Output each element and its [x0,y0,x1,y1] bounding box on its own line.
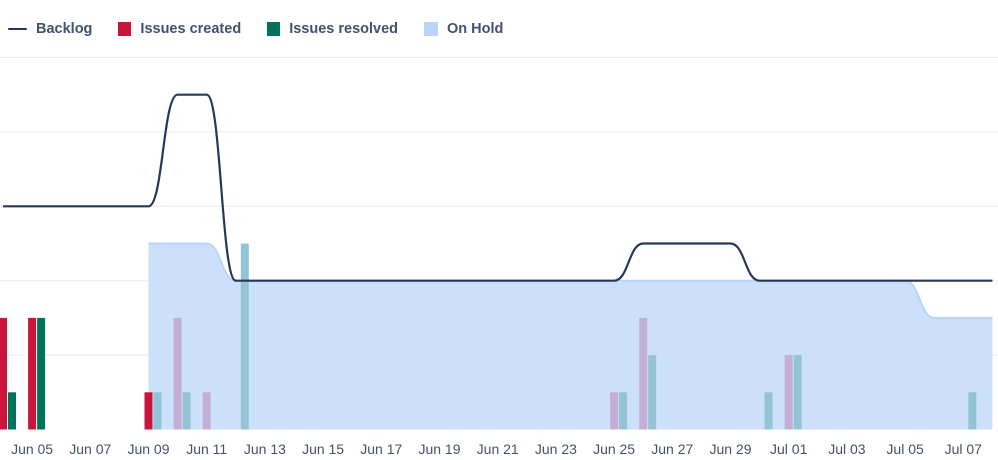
bar-issues-resolved [240,243,249,430]
bar-issues-resolved [619,392,628,430]
x-tick-label: Jun 19 [418,441,460,457]
bar-issues-resolved [764,392,773,430]
legend-item-issues-created[interactable]: Issues created [118,21,241,37]
bar-issues-resolved [153,392,162,430]
x-tick-label: Jun 09 [127,441,169,457]
bar-issues-created [0,317,7,430]
x-tick-label: Jun 29 [709,441,751,457]
x-tick-label: Jul 01 [770,441,808,457]
x-tick-label: Jun 23 [535,441,577,457]
x-tick-label: Jun 25 [593,441,635,457]
bar-issues-resolved [8,392,16,430]
legend-label-issues-resolved: Issues resolved [289,21,399,37]
legend-item-on-hold[interactable]: On Hold [424,21,503,37]
bar-issues-created [144,392,153,430]
legend-item-issues-resolved[interactable]: Issues resolved [267,21,398,37]
x-tick-label: Jun 05 [11,441,53,457]
x-tick-label: Jun 27 [651,441,693,457]
bar-issues-resolved [793,355,802,430]
legend-item-backlog[interactable]: Backlog [8,21,92,37]
bar-issues-created [610,392,619,430]
x-tick-label: Jun 21 [477,441,519,457]
legend-swatch-issues-created [118,22,132,36]
legend-label-backlog: Backlog [36,21,93,37]
x-tick-label: Jul 05 [886,441,924,457]
x-tick-label: Jun 11 [186,441,227,457]
legend-label-on-hold: On Hold [447,21,504,37]
legend-swatch-issues-resolved [267,22,281,36]
x-tick-label: Jun 07 [69,441,111,457]
x-tick-label: Jul 07 [945,441,983,457]
bar-issues-resolved [182,392,191,430]
series-backlog-line [3,93,993,282]
x-tick-label: Jul 03 [828,441,866,457]
bar-issues-created [28,317,37,430]
x-tick-label: Jun 17 [360,441,402,457]
bar-issues-resolved [968,392,977,430]
x-tick-label: Jun 15 [302,441,344,457]
x-tick-label: Jun 13 [244,441,286,457]
series-on-hold-area [148,243,993,430]
bar-issues-created [202,392,211,430]
chart-legend: Backlog Issues created Issues resolved O… [8,18,503,40]
legend-label-issues-created: Issues created [140,21,242,37]
bar-issues-created [639,317,648,430]
bar-issues-created [173,317,182,430]
bar-issues-resolved [648,355,657,430]
legend-swatch-on-hold [424,22,439,36]
bar-issues-created [784,355,793,430]
bar-issues-resolved [37,317,46,430]
legend-swatch-backlog [8,27,27,31]
